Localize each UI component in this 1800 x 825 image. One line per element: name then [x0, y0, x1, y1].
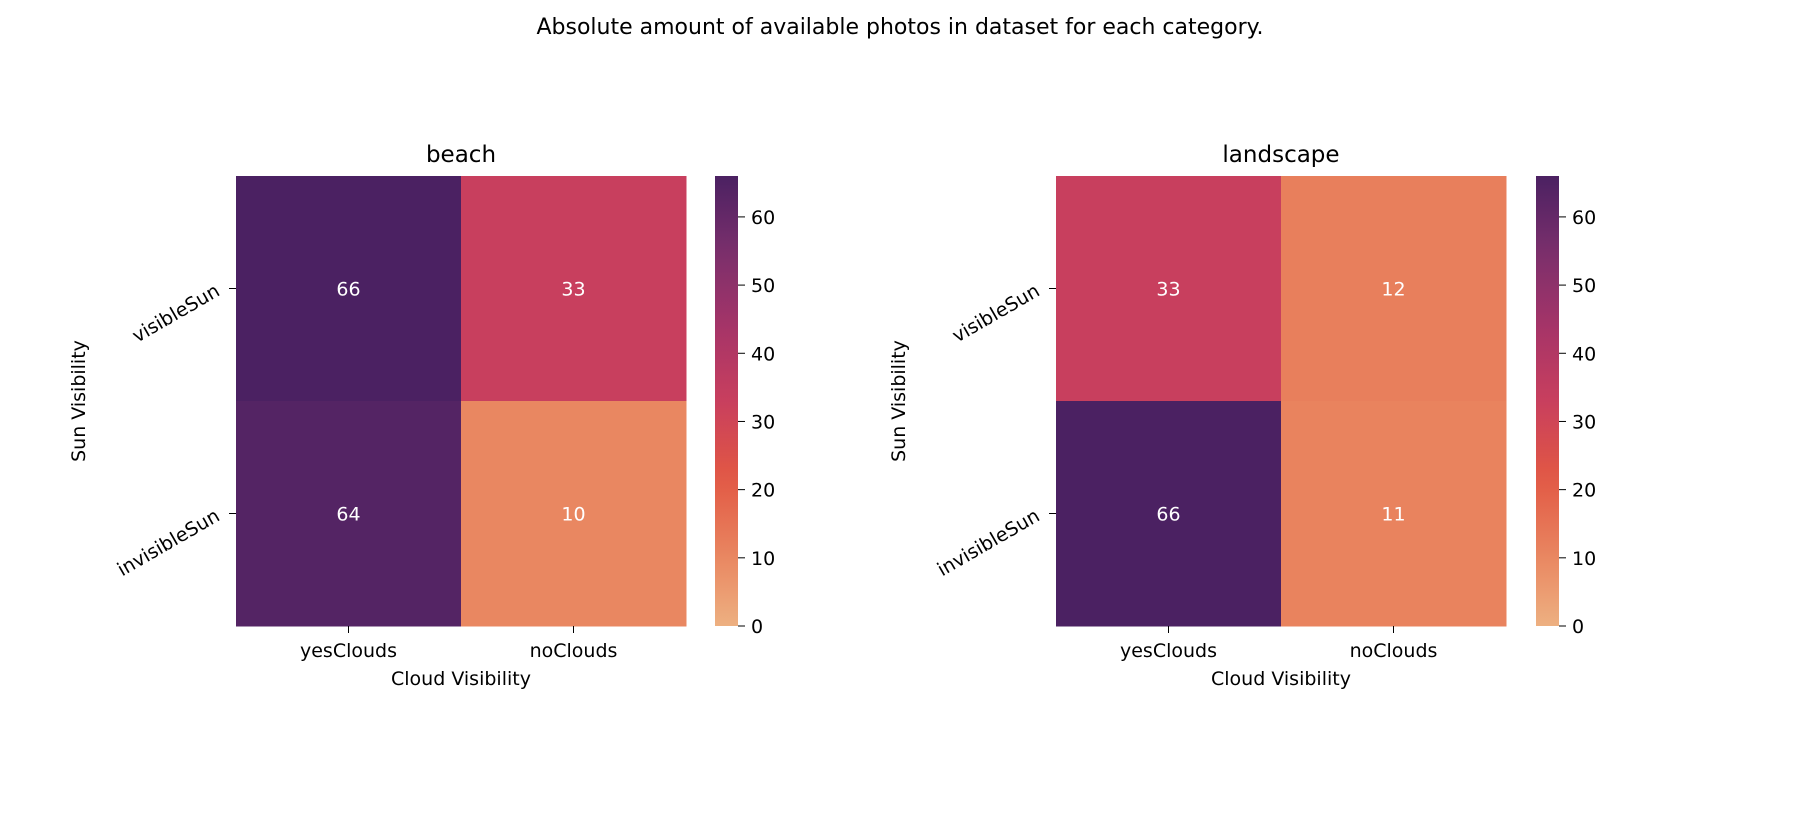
- y-axis-label: Sun Visibility: [888, 340, 910, 462]
- panel-title: landscape: [1222, 142, 1339, 168]
- x-tick-label: noClouds: [1350, 640, 1438, 662]
- cell-value-label: 10: [561, 504, 585, 526]
- y-tick-label: invisibleSun: [114, 505, 224, 581]
- heatmap-cell: [461, 401, 687, 627]
- colorbar-tick-label: 60: [751, 207, 775, 229]
- cell-value-label: 66: [336, 279, 360, 301]
- heatmap-panel-beach: beach 66 33 64 10 yesClouds noClouds Cloud Visi…: [68, 142, 775, 690]
- x-tick-label: noClouds: [530, 640, 618, 662]
- colorbar-tick-label: 20: [1572, 480, 1596, 502]
- colorbar-tick-label: 20: [751, 480, 775, 502]
- colorbar-tick-label: 10: [751, 548, 775, 570]
- heatmap-cell: [1281, 401, 1507, 627]
- y-tick-label: visibleSun: [129, 280, 224, 347]
- y-tick-label: visibleSun: [949, 280, 1044, 347]
- heatmap-cell: [461, 176, 687, 402]
- colorbar-tick-label: 10: [1572, 548, 1596, 570]
- colorbar: [1536, 176, 1559, 626]
- colorbar-tick-label: 0: [1572, 616, 1584, 638]
- colorbar-tick-label: 50: [1572, 275, 1596, 297]
- cell-value-label: 33: [561, 279, 585, 301]
- x-tick-label: yesClouds: [1120, 640, 1217, 662]
- colorbar-tick-label: 30: [1572, 411, 1596, 433]
- x-axis-label: Cloud Visibility: [391, 668, 531, 690]
- x-tick-label: yesClouds: [300, 640, 397, 662]
- heatmap-cell: [1056, 401, 1282, 627]
- heatmap-cell: [1281, 176, 1507, 402]
- heatmap-cell: [236, 176, 462, 402]
- cell-value-label: 11: [1381, 504, 1405, 526]
- colorbar-tick-label: 60: [1572, 207, 1596, 229]
- y-axis-label: Sun Visibility: [68, 340, 90, 462]
- cell-value-label: 33: [1156, 279, 1180, 301]
- heatmap-cell: [1056, 176, 1282, 402]
- colorbar-tick-label: 40: [1572, 343, 1596, 365]
- colorbar: [715, 176, 738, 626]
- colorbar-tick-label: 50: [751, 275, 775, 297]
- x-axis-label: Cloud Visibility: [1211, 668, 1351, 690]
- heatmap-panel-landscape: landscape 33 12 66 11 yesClouds noClouds Cloud …: [888, 142, 1596, 690]
- colorbar-tick-label: 40: [751, 343, 775, 365]
- heatmap-cell: [236, 401, 462, 627]
- colorbar-tick-label: 30: [751, 411, 775, 433]
- cell-value-label: 12: [1381, 279, 1405, 301]
- cell-value-label: 66: [1156, 504, 1180, 526]
- cell-value-label: 64: [336, 504, 360, 526]
- y-tick-label: invisibleSun: [934, 505, 1044, 581]
- figure-title: Absolute amount of available photos in d…: [536, 15, 1263, 40]
- panel-title: beach: [426, 142, 496, 168]
- colorbar-tick-label: 0: [751, 616, 763, 638]
